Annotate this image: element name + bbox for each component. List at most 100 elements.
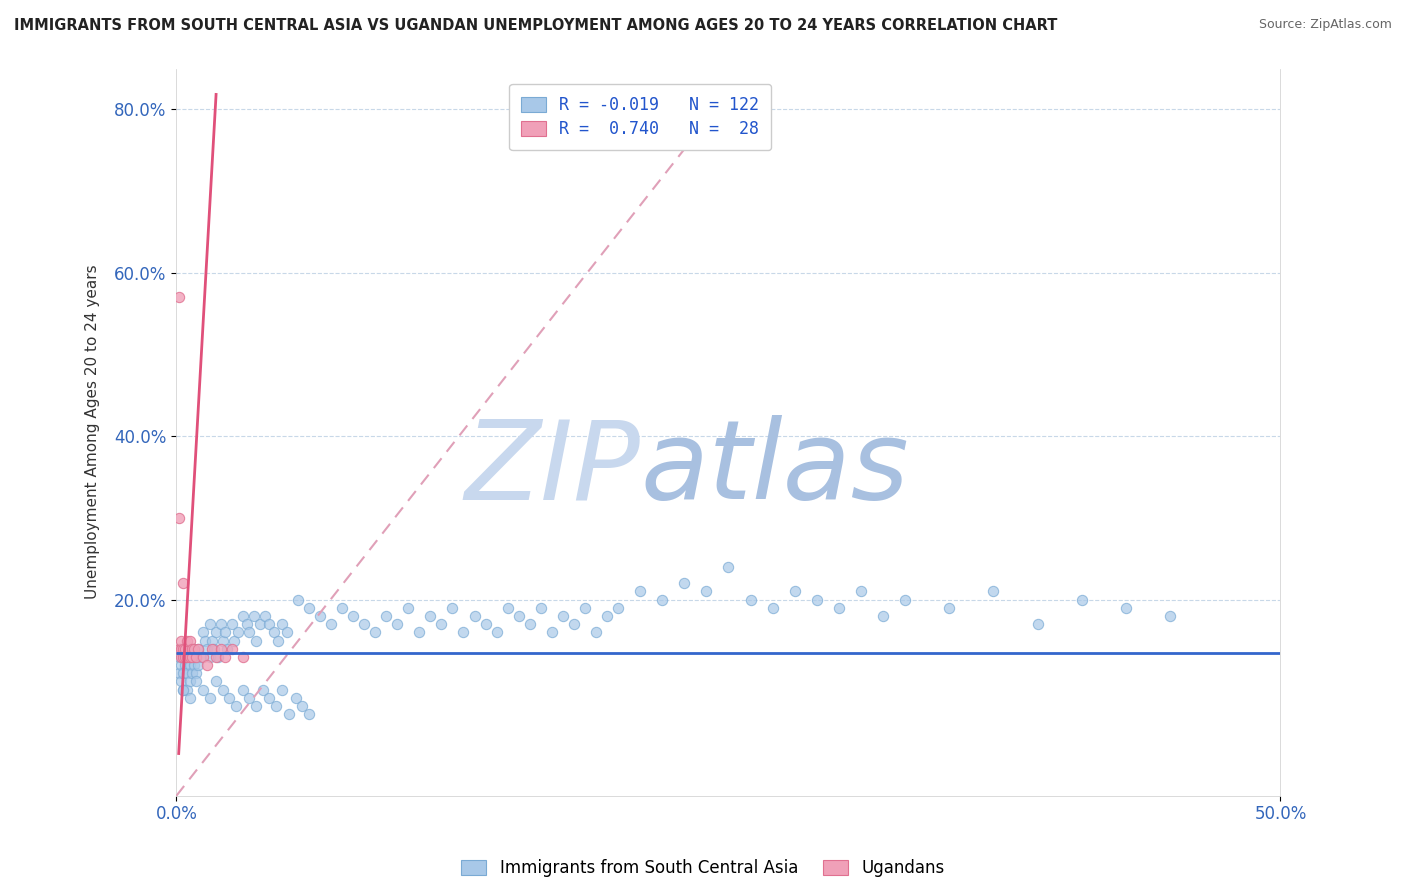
Point (278, 706, 301, 721)
Point (253, 609, 276, 624)
Point (740, 592, 762, 607)
Point (217, 641, 239, 656)
Point (245, 698, 267, 713)
Point (202, 641, 225, 656)
Point (187, 658, 209, 673)
Point (180, 666, 202, 681)
Point (207, 649, 229, 664)
Point (249, 617, 271, 632)
Point (191, 625, 214, 640)
Point (209, 617, 232, 632)
Point (191, 682, 214, 697)
Point (176, 649, 198, 664)
Point (187, 641, 209, 656)
Point (172, 682, 194, 697)
Point (214, 649, 236, 664)
Point (170, 674, 193, 689)
Point (508, 609, 530, 624)
Text: ZIP: ZIP (464, 415, 640, 522)
Point (298, 600, 321, 615)
Point (190, 649, 212, 664)
Point (453, 625, 475, 640)
Point (174, 641, 197, 656)
Point (551, 609, 574, 624)
Point (232, 609, 254, 624)
Point (218, 690, 240, 705)
Point (201, 633, 224, 648)
Point (387, 617, 409, 632)
Point (225, 698, 247, 713)
Point (201, 641, 224, 656)
Point (172, 641, 194, 656)
Point (221, 617, 243, 632)
Point (938, 600, 960, 615)
Point (596, 609, 619, 624)
Point (176, 633, 198, 648)
Point (179, 633, 201, 648)
Point (186, 666, 208, 681)
Point (180, 649, 202, 664)
Point (167, 290, 190, 304)
Point (430, 617, 453, 632)
Point (530, 600, 553, 615)
Point (238, 625, 260, 640)
Point (174, 649, 197, 664)
Point (271, 617, 294, 632)
Point (673, 576, 696, 591)
Point (298, 706, 321, 721)
Point (419, 609, 441, 624)
Point (180, 649, 202, 664)
Legend: Immigrants from South Central Asia, Ugandans: Immigrants from South Central Asia, Ugan… (454, 853, 952, 884)
Point (211, 633, 233, 648)
Point (562, 617, 585, 632)
Point (195, 658, 218, 673)
Point (267, 633, 290, 648)
Point (183, 658, 205, 673)
Point (179, 658, 201, 673)
Point (167, 666, 190, 681)
Point (195, 641, 218, 656)
Point (180, 641, 202, 656)
Point (276, 625, 298, 640)
Text: IMMIGRANTS FROM SOUTH CENTRAL ASIA VS UGANDAN UNEMPLOYMENT AMONG AGES 20 TO 24 Y: IMMIGRANTS FROM SOUTH CENTRAL ASIA VS UG… (14, 18, 1057, 33)
Point (342, 609, 364, 624)
Point (1115, 600, 1137, 615)
Point (291, 698, 314, 713)
Point (179, 641, 201, 656)
Point (198, 649, 221, 664)
Point (245, 633, 267, 648)
Point (174, 641, 197, 656)
Point (170, 658, 193, 673)
Point (187, 641, 209, 656)
Point (485, 625, 508, 640)
Point (205, 674, 228, 689)
Point (222, 633, 245, 648)
Point (441, 600, 464, 615)
Point (226, 625, 249, 640)
Point (519, 617, 541, 632)
Point (271, 682, 294, 697)
Point (194, 633, 217, 648)
Point (170, 633, 193, 648)
Point (198, 690, 221, 705)
Point (330, 600, 353, 615)
Point (263, 625, 285, 640)
Point (761, 600, 783, 615)
Point (198, 617, 221, 632)
Point (983, 584, 1005, 599)
Point (179, 674, 201, 689)
Point (309, 609, 332, 624)
Point (167, 641, 190, 656)
Point (172, 682, 194, 697)
Point (375, 609, 398, 624)
Point (496, 600, 519, 615)
Point (170, 649, 193, 664)
Text: Source: ZipAtlas.com: Source: ZipAtlas.com (1258, 18, 1392, 31)
Point (191, 649, 214, 664)
Point (172, 649, 194, 664)
Point (364, 625, 387, 640)
Point (179, 690, 201, 705)
Point (221, 641, 243, 656)
Point (176, 649, 198, 664)
Text: atlas: atlas (640, 415, 908, 522)
